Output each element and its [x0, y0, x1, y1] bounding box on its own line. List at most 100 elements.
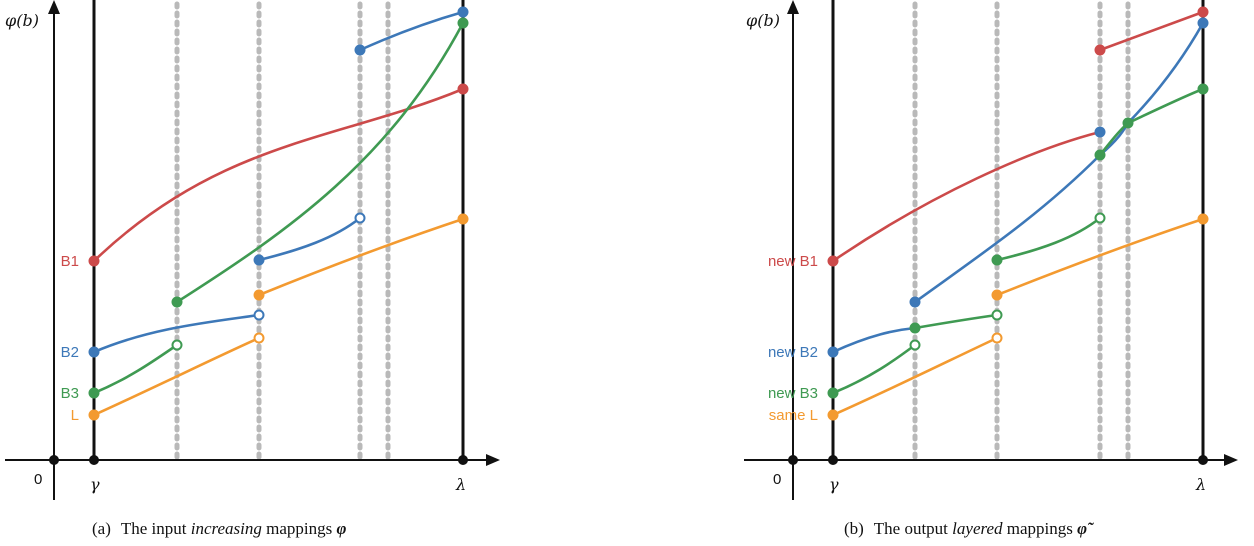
curve-l-seg2 — [258, 217, 464, 297]
gamma-label: γ — [90, 475, 100, 494]
caption-a: (a) The input increasing mappings φ — [92, 519, 346, 538]
curve-b3-seg4 — [1098, 122, 1129, 156]
origin-point — [49, 455, 59, 465]
marker-open — [253, 309, 265, 321]
curve-b2-seg3 — [359, 10, 464, 52]
marker — [1094, 44, 1106, 56]
marker-open — [1094, 212, 1106, 224]
panel-b-curves — [832, 10, 1205, 417]
label-b1: B1 — [61, 253, 79, 270]
gamma-label: γ — [829, 475, 839, 494]
x-axis-arrow-icon — [1224, 454, 1238, 466]
marker — [909, 296, 921, 308]
caption-emph: increasing — [191, 519, 262, 538]
caption-symbol: φ — [336, 519, 346, 538]
marker — [827, 255, 839, 267]
marker — [827, 409, 839, 421]
x-axis-arrow-icon — [486, 454, 500, 466]
marker — [457, 83, 469, 95]
y-axis-label: φ(b) — [746, 11, 780, 30]
curve-b2-seg2 — [258, 216, 361, 262]
marker-open — [991, 332, 1003, 344]
caption-middle: mappings — [1007, 519, 1077, 538]
caption-emph: layered — [952, 519, 1003, 538]
marker — [354, 44, 366, 56]
curve-b1-seg2 — [1099, 10, 1204, 52]
y-axis-arrow-icon — [787, 0, 799, 14]
marker — [909, 322, 921, 334]
lambda-point — [458, 455, 468, 465]
curve-b2-seg1 — [93, 313, 260, 354]
panel-a: φ(b) 0 γ λ B1 B2 B3 L (a) The input incr… — [5, 0, 500, 538]
curve-b2-seg1 — [832, 326, 916, 354]
label-l: L — [71, 407, 79, 424]
y-axis-arrow-icon — [48, 0, 60, 14]
panel-b-markers — [827, 6, 1209, 421]
marker — [88, 255, 100, 267]
panel-a-markers — [88, 6, 469, 421]
marker — [88, 346, 100, 358]
marker — [1197, 6, 1209, 18]
curve-b2-seg4 — [1127, 22, 1205, 124]
curve-l-seg1 — [93, 336, 260, 417]
caption-b: (b) The output layered mappings φ̃ — [844, 519, 1094, 538]
marker — [1197, 17, 1209, 29]
marker — [991, 289, 1003, 301]
marker — [457, 6, 469, 18]
caption-tag: (a) — [92, 519, 111, 538]
label-b2: new B2 — [768, 344, 818, 361]
marker — [457, 17, 469, 29]
marker — [88, 409, 100, 421]
marker-open — [991, 309, 1003, 321]
curve-b3-seg3 — [996, 216, 1101, 262]
marker — [253, 254, 265, 266]
lambda-label: λ — [455, 475, 466, 494]
marker-open — [354, 212, 366, 224]
curve-b1-seg1 — [832, 130, 1101, 263]
curve-b3-seg2 — [914, 313, 998, 330]
caption-prefix: The input — [121, 519, 191, 538]
curve-b3-seg2 — [176, 22, 465, 304]
marker — [88, 387, 100, 399]
marker — [1094, 126, 1106, 138]
y-axis-label: φ(b) — [5, 11, 39, 30]
marker-open — [171, 339, 183, 351]
caption-symbol: φ̃ — [1077, 519, 1094, 538]
curve-b1 — [93, 87, 464, 262]
label-b2: B2 — [61, 344, 79, 361]
marker — [1197, 213, 1209, 225]
panel-a-dotted-separators — [174, 1, 391, 463]
marker — [827, 387, 839, 399]
origin-point — [788, 455, 798, 465]
marker — [253, 289, 265, 301]
gamma-point — [828, 455, 838, 465]
marker-open — [909, 339, 921, 351]
label-b3: new B3 — [768, 385, 818, 402]
marker — [827, 346, 839, 358]
caption-tag: (b) — [844, 519, 864, 538]
curve-b3-seg1 — [93, 343, 178, 395]
label-b1: new B1 — [768, 253, 818, 270]
curve-l-seg1 — [832, 336, 998, 417]
marker — [991, 254, 1003, 266]
panel-a-axes — [5, 0, 500, 500]
gamma-point — [89, 455, 99, 465]
label-b3: B3 — [61, 385, 79, 402]
lambda-label: λ — [1195, 475, 1206, 494]
origin-label: 0 — [34, 471, 42, 488]
marker — [1094, 149, 1106, 161]
label-l: same L — [769, 407, 818, 424]
panel-b-dotted-separators — [912, 1, 1131, 463]
panel-b-axes — [744, 0, 1238, 500]
marker-open — [253, 332, 265, 344]
marker — [1122, 117, 1134, 129]
curve-b2-seg2 — [914, 154, 1101, 304]
curve-b3-seg1 — [832, 343, 916, 395]
marker — [1197, 83, 1209, 95]
lambda-point — [1198, 455, 1208, 465]
caption-middle: mappings — [266, 519, 336, 538]
curve-b3-seg5 — [1127, 87, 1204, 125]
panel-b: φ(b) 0 γ λ new B1 new B2 new B3 same L (… — [744, 0, 1238, 538]
curve-l-seg2 — [996, 217, 1204, 297]
